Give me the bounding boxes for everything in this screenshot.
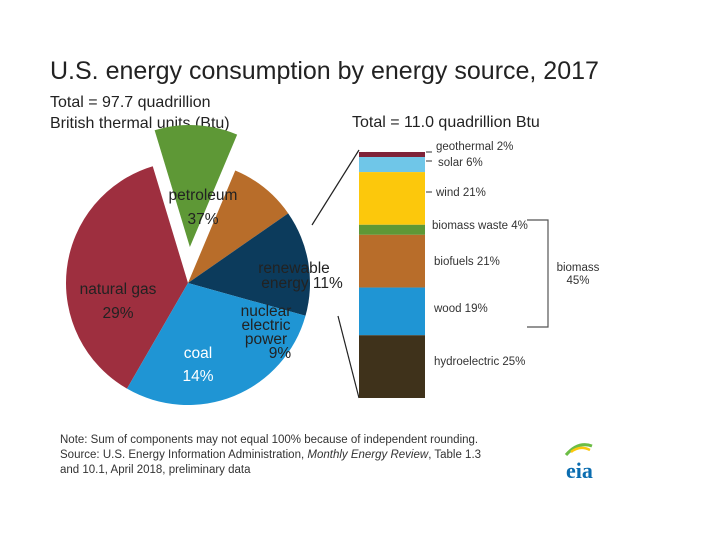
label-biomass: biomass xyxy=(557,262,600,274)
connector-line-top xyxy=(311,149,360,226)
label-renewable-2: energy 11% xyxy=(261,275,343,292)
label-wind: wind 21% xyxy=(435,187,486,199)
pct-petroleum: 37% xyxy=(187,211,218,228)
eia-logo[interactable]: eia xyxy=(564,443,593,483)
pie-slice-petroleum xyxy=(66,166,188,389)
label-natural-gas: natural gas xyxy=(80,281,157,298)
pie-slice-coal xyxy=(188,213,310,316)
renewables-stacked-bar xyxy=(359,152,425,398)
label-hydroelectric: hydroelectric 25% xyxy=(434,356,525,368)
label-nuclear-1: nuclear xyxy=(241,303,292,320)
bar-labels: geothermal 2% solar 6% wind 21% biomass … xyxy=(426,141,528,368)
pie-slice-natural-gas xyxy=(127,283,306,405)
label-renewable-1: renewable xyxy=(258,260,330,277)
pie-slice-nuclear xyxy=(188,170,289,283)
label-nuclear-3: power xyxy=(245,331,287,348)
pct-coal: 14% xyxy=(182,368,213,385)
bar-total-title: Total = 11.0 quadrillion Btu xyxy=(352,114,540,131)
note-source-a: Source: U.S. Energy Information Administ… xyxy=(60,449,307,461)
label-petroleum: petroleum xyxy=(169,187,238,204)
note-source-c: , Table 1.3 xyxy=(428,449,481,461)
logo-arc-yellow xyxy=(570,446,591,454)
chart-title: U.S. energy consumption by energy source… xyxy=(50,57,599,85)
note-source: Source: U.S. Energy Information Administ… xyxy=(60,449,481,461)
label-biofuels: biofuels 21% xyxy=(434,256,500,268)
note-date: and 10.1, April 2018, preliminary data xyxy=(60,464,251,476)
label-wood: wood 19% xyxy=(433,303,488,315)
logo-arc-green xyxy=(564,443,593,457)
bar-segment-solar xyxy=(359,157,425,173)
pct-natural-gas: 29% xyxy=(102,305,133,322)
pie-total-line1: Total = 97.7 quadrillion xyxy=(50,94,211,111)
label-coal: coal xyxy=(184,345,212,362)
label-biomass-waste: biomass waste 4% xyxy=(432,220,528,232)
bar-segment-wood xyxy=(359,287,425,336)
note-source-title: Monthly Energy Review xyxy=(307,449,428,461)
label-geothermal: geothermal 2% xyxy=(436,141,513,153)
label-nuclear-2: electric xyxy=(241,317,290,334)
pct-biomass: 45% xyxy=(566,275,589,287)
bar-segment-biofuels xyxy=(359,234,425,288)
note-rounding: Note: Sum of components may not equal 10… xyxy=(60,434,478,446)
label-solar: solar 6% xyxy=(438,157,483,169)
pie-slice-renewable-energy xyxy=(154,125,238,248)
pct-nuclear: 9% xyxy=(269,345,292,362)
biomass-bracket xyxy=(527,219,549,328)
bar-segment-geothermal xyxy=(359,152,425,158)
bar-segment-biomass-waste xyxy=(359,224,425,235)
bar-segment-hydroelectric xyxy=(359,335,425,398)
logo-text: eia xyxy=(566,458,593,483)
pie-chart xyxy=(66,125,310,405)
bar-segment-wind xyxy=(359,172,425,225)
connector-line-bottom xyxy=(337,315,360,399)
